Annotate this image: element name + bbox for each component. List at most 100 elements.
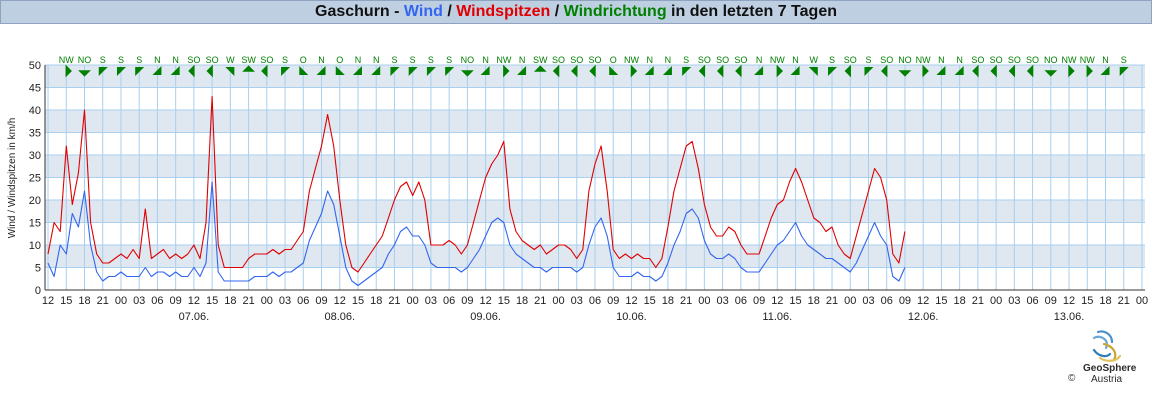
direction-label: SO bbox=[734, 55, 747, 65]
direction-arrow-head bbox=[281, 67, 291, 76]
title-separator: / bbox=[550, 3, 564, 20]
direction-label: S bbox=[1121, 55, 1127, 65]
direction-label: SW bbox=[533, 55, 548, 65]
direction-arrow-icon bbox=[98, 67, 108, 76]
direction-arrow-head bbox=[922, 64, 929, 78]
direction-label: NO bbox=[78, 55, 92, 65]
direction-label: N bbox=[172, 55, 179, 65]
title-separator: - bbox=[389, 3, 404, 20]
y-axis-label: Wind / Windspitzen in km/h bbox=[7, 118, 18, 239]
date-label: 09.06. bbox=[470, 311, 501, 323]
x-tick-label: 12 bbox=[479, 295, 491, 307]
direction-arrow-head bbox=[552, 64, 560, 78]
direction-arrow-icon bbox=[480, 66, 490, 75]
direction-label: NW bbox=[496, 55, 511, 65]
x-tick-label: 15 bbox=[352, 295, 364, 307]
direction-arrow-head bbox=[881, 64, 888, 78]
title-rest: in den letzten 7 Tagen bbox=[666, 3, 837, 20]
x-tick-label: 06 bbox=[589, 295, 601, 307]
direction-label: NW bbox=[1080, 55, 1095, 65]
direction-label: S bbox=[683, 55, 689, 65]
direction-arrow-icon bbox=[898, 70, 912, 77]
direction-arrow-head bbox=[790, 66, 800, 75]
x-tick-label: 03 bbox=[133, 295, 145, 307]
direction-arrow-head bbox=[371, 66, 381, 75]
y-tick-label: 35 bbox=[29, 128, 41, 140]
y-tick-label: 25 bbox=[29, 173, 41, 185]
y-tick-label: 0 bbox=[35, 285, 41, 297]
direction-arrow-icon bbox=[206, 64, 213, 78]
title-wind: Wind bbox=[403, 3, 443, 20]
x-tick-label: 18 bbox=[808, 295, 820, 307]
x-tick-label: 21 bbox=[680, 295, 692, 307]
direction-arrow-head bbox=[98, 67, 108, 76]
direction-arrow-icon bbox=[609, 66, 619, 75]
direction-arrow-icon bbox=[299, 66, 309, 75]
date-labels: 07.06. 08.06. 09.06. 10.06. 11.06. 12.06. 13.0… bbox=[179, 311, 1085, 323]
copyright-symbol: © bbox=[1068, 373, 1076, 384]
direction-arrow-icon bbox=[644, 66, 654, 75]
direction-arrow-icon bbox=[517, 66, 527, 75]
direction-arrow-icon bbox=[1100, 66, 1110, 75]
y-tick-label: 45 bbox=[29, 83, 41, 95]
direction-label: SO bbox=[990, 55, 1003, 65]
date-label: 12.06. bbox=[908, 311, 939, 323]
direction-arrow-head bbox=[844, 64, 851, 78]
y-tick-label: 10 bbox=[29, 240, 41, 252]
direction-label: W bbox=[226, 55, 235, 65]
direction-arrow-icon bbox=[662, 66, 672, 75]
direction-arrows: NW NO S S S N N SO SO W SW SO S O N O N N S S S S NO N NW N SW SO SO… bbox=[59, 55, 1129, 78]
direction-label: N bbox=[482, 55, 489, 65]
title-direction: Windrichtung bbox=[563, 3, 667, 20]
direction-arrow-head bbox=[828, 67, 838, 76]
x-tick-label: 09 bbox=[753, 295, 765, 307]
direction-arrow-head bbox=[630, 64, 638, 78]
direction-arrow-head bbox=[408, 67, 418, 76]
x-tick-label: 21 bbox=[97, 295, 109, 307]
direction-label: SO bbox=[570, 55, 583, 65]
x-tick-label: 06 bbox=[1026, 295, 1038, 307]
direction-arrow-head bbox=[716, 64, 724, 78]
direction-label: NO bbox=[461, 55, 475, 65]
direction-label: N bbox=[355, 55, 362, 65]
direction-arrow-head bbox=[972, 64, 979, 78]
x-tick-label: 21 bbox=[242, 295, 254, 307]
direction-arrow-icon bbox=[972, 64, 979, 78]
direction-arrow-head bbox=[754, 66, 764, 75]
x-tick-label: 21 bbox=[826, 295, 838, 307]
direction-arrow-head bbox=[170, 66, 180, 75]
y-tick-labels: 0 5 10 15 20 25 30 35 40 45 50 bbox=[29, 60, 41, 297]
x-tick-label: 06 bbox=[881, 295, 893, 307]
direction-arrow-head bbox=[776, 64, 783, 78]
y-tick-label: 20 bbox=[29, 195, 41, 207]
x-tick-label: 03 bbox=[716, 295, 728, 307]
direction-arrow-icon bbox=[503, 64, 510, 78]
x-tick-label: 09 bbox=[170, 295, 182, 307]
x-tick-label: 15 bbox=[644, 295, 656, 307]
direction-arrow-icon bbox=[776, 64, 783, 78]
direction-arrow-head bbox=[533, 65, 547, 72]
x-tick-label: 09 bbox=[607, 295, 619, 307]
direction-arrow-icon bbox=[261, 64, 268, 78]
x-tick-label: 21 bbox=[1118, 295, 1130, 307]
direction-arrow-icon bbox=[170, 66, 180, 75]
direction-arrow-head bbox=[390, 67, 400, 76]
direction-arrow-icon bbox=[371, 66, 381, 75]
direction-arrow-head bbox=[78, 70, 91, 77]
direction-arrow-head bbox=[299, 66, 309, 75]
direction-arrow-head bbox=[589, 64, 596, 78]
direction-arrow-icon bbox=[1026, 64, 1034, 78]
x-tick-label: 12 bbox=[625, 295, 637, 307]
direction-arrow-head bbox=[188, 64, 195, 78]
x-tick-label: 18 bbox=[954, 295, 966, 307]
direction-arrow-head bbox=[808, 67, 818, 76]
direction-arrow-head bbox=[644, 66, 654, 75]
direction-arrow-head bbox=[335, 66, 345, 75]
x-tick-label: 03 bbox=[425, 295, 437, 307]
direction-label: SO bbox=[187, 55, 200, 65]
x-tick-label: 00 bbox=[990, 295, 1002, 307]
x-tick-label: 15 bbox=[935, 295, 947, 307]
logo-subtitle: Austria bbox=[1091, 374, 1123, 385]
direction-label: N bbox=[938, 55, 945, 65]
date-label: 07.06. bbox=[179, 311, 210, 323]
